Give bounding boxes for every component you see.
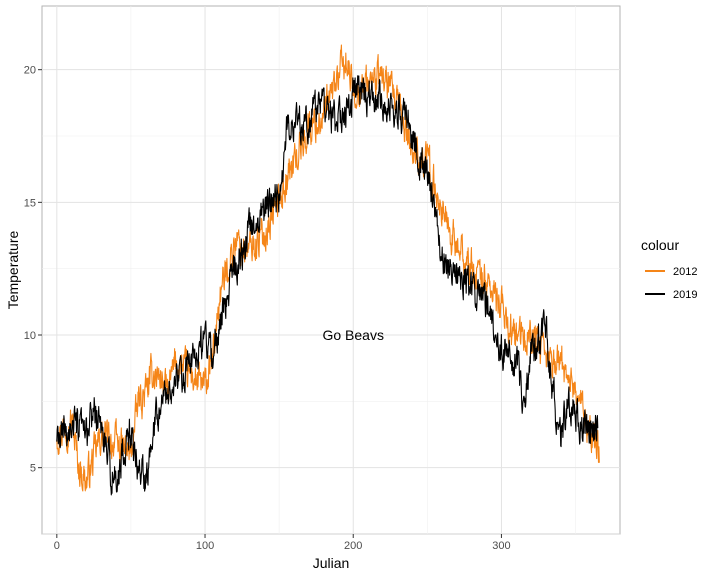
- legend-label-2019: 2019: [673, 289, 697, 301]
- x-tick-label: 100: [196, 540, 214, 552]
- legend-label-2012: 2012: [673, 266, 697, 278]
- x-tick-label: 200: [344, 540, 362, 552]
- y-axis-ticks: 5 10 15 20: [24, 65, 42, 475]
- x-axis-title: Julian: [313, 555, 350, 571]
- y-tick-label: 10: [24, 330, 36, 342]
- y-tick-label: 5: [30, 463, 36, 475]
- x-tick-label: 0: [54, 540, 60, 552]
- plot-panel: [41, 5, 621, 535]
- y-tick-label: 15: [24, 197, 36, 209]
- series-line-2019: [56, 75, 599, 496]
- x-tick-label: 300: [492, 540, 510, 552]
- x-axis-ticks: 0 100 200 300: [54, 534, 511, 552]
- y-tick-label: 20: [24, 65, 36, 77]
- annotation-label: Go Beavs: [322, 327, 383, 343]
- series-layer: [56, 44, 600, 496]
- legend: colour 2012 2019: [641, 237, 697, 301]
- legend-title: colour: [641, 237, 679, 253]
- y-axis-title: Temperature: [5, 230, 21, 309]
- legend-items: 2012 2019: [645, 266, 697, 301]
